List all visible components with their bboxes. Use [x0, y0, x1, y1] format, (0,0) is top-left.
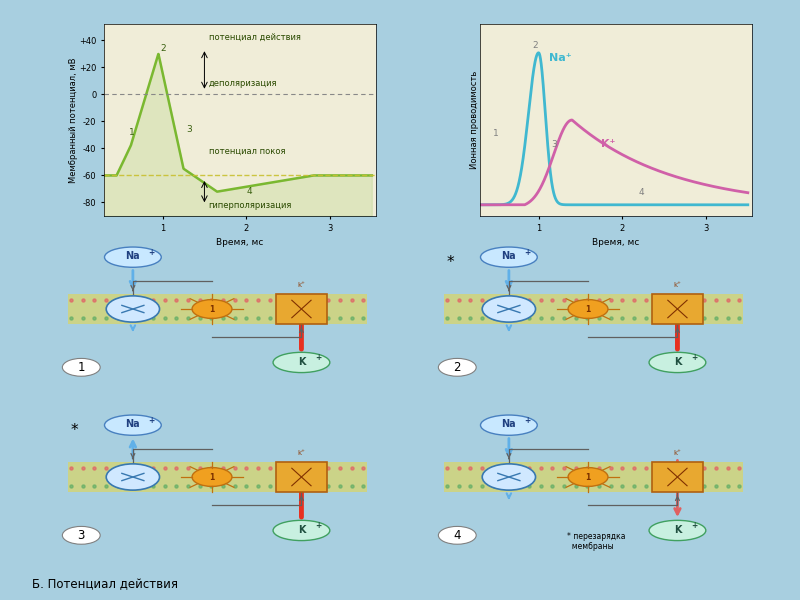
Text: потенциал покоя: потенциал покоя	[209, 147, 285, 156]
Text: 1: 1	[210, 304, 214, 313]
FancyBboxPatch shape	[67, 463, 366, 491]
Text: * перезарядка
  мембраны: * перезарядка мембраны	[567, 532, 626, 551]
Y-axis label: Ионная проводимость: Ионная проводимость	[470, 71, 478, 169]
Text: Б. Потенциал действия: Б. Потенциал действия	[32, 578, 178, 591]
Ellipse shape	[481, 247, 538, 267]
Text: 1: 1	[586, 304, 590, 313]
Text: +: +	[315, 521, 321, 530]
Text: +: +	[525, 248, 531, 257]
Ellipse shape	[106, 464, 159, 490]
Ellipse shape	[649, 352, 706, 373]
Ellipse shape	[106, 296, 159, 322]
Text: K: K	[674, 524, 681, 535]
Text: *: *	[447, 255, 454, 270]
Text: 3: 3	[186, 125, 192, 134]
Text: +: +	[691, 521, 697, 530]
X-axis label: Время, мс: Время, мс	[216, 238, 264, 247]
Text: 4: 4	[639, 188, 645, 197]
Text: Na: Na	[502, 251, 516, 262]
Text: K: K	[298, 524, 305, 535]
Text: K: K	[298, 356, 305, 367]
Text: 2: 2	[454, 361, 461, 374]
Text: 2: 2	[533, 41, 538, 50]
FancyBboxPatch shape	[276, 294, 326, 324]
Circle shape	[438, 358, 476, 376]
Text: 3: 3	[551, 140, 557, 149]
Text: +: +	[525, 416, 531, 425]
Text: K⁺: K⁺	[602, 139, 616, 149]
X-axis label: Время, мс: Время, мс	[592, 238, 640, 247]
Text: 1: 1	[493, 129, 498, 138]
Text: 3: 3	[78, 529, 85, 542]
Text: k⁺: k⁺	[674, 282, 682, 288]
FancyBboxPatch shape	[652, 462, 702, 492]
Text: +: +	[315, 353, 321, 362]
Circle shape	[62, 526, 100, 544]
Circle shape	[568, 299, 608, 319]
Ellipse shape	[273, 520, 330, 541]
Ellipse shape	[273, 352, 330, 373]
Ellipse shape	[649, 520, 706, 541]
Text: 1: 1	[210, 473, 214, 481]
Text: +: +	[149, 416, 155, 425]
FancyBboxPatch shape	[443, 463, 742, 491]
Text: +: +	[149, 248, 155, 257]
Text: K: K	[674, 356, 681, 367]
Ellipse shape	[105, 415, 162, 435]
Ellipse shape	[482, 464, 535, 490]
Text: Na: Na	[126, 251, 140, 262]
Ellipse shape	[482, 296, 535, 322]
Text: 1: 1	[78, 361, 85, 374]
FancyBboxPatch shape	[67, 295, 366, 323]
Y-axis label: Мембранный потенциал, мВ: Мембранный потенциал, мВ	[69, 57, 78, 183]
Text: +: +	[691, 353, 697, 362]
Text: деполяризация: деполяризация	[209, 79, 277, 88]
FancyBboxPatch shape	[652, 294, 702, 324]
Text: гиперполяризация: гиперполяризация	[209, 201, 292, 210]
Circle shape	[568, 467, 608, 487]
Circle shape	[438, 526, 476, 544]
Text: 4: 4	[454, 529, 461, 542]
Text: k⁺: k⁺	[674, 450, 682, 456]
Text: k⁺: k⁺	[298, 282, 306, 288]
Text: 4: 4	[246, 187, 252, 196]
Text: Na: Na	[126, 419, 140, 430]
Text: Na: Na	[502, 419, 516, 430]
FancyBboxPatch shape	[276, 462, 326, 492]
Ellipse shape	[105, 247, 162, 267]
Text: 1: 1	[586, 473, 590, 481]
Text: потенциал действия: потенциал действия	[209, 33, 301, 42]
Text: *: *	[71, 423, 78, 438]
Text: 2: 2	[160, 44, 166, 53]
Text: Na⁺: Na⁺	[549, 53, 571, 63]
Text: k⁺: k⁺	[298, 450, 306, 456]
FancyBboxPatch shape	[443, 295, 742, 323]
Ellipse shape	[481, 415, 538, 435]
Circle shape	[192, 467, 232, 487]
Text: 1: 1	[129, 128, 135, 137]
Circle shape	[192, 299, 232, 319]
Circle shape	[62, 358, 100, 376]
